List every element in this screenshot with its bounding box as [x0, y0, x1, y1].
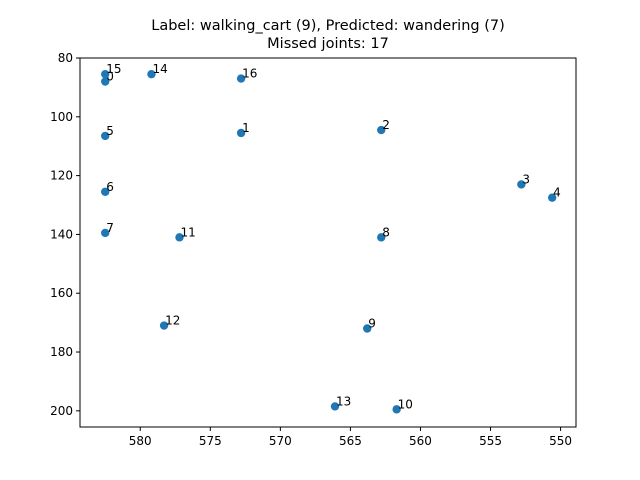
joint-marker — [236, 128, 246, 138]
joint-marker — [101, 131, 110, 141]
joint-marker — [101, 228, 110, 238]
joint-marker — [517, 180, 526, 189]
joint-label: 13 — [336, 394, 351, 408]
joint-label: 9 — [368, 317, 376, 331]
joint-label: 3 — [522, 172, 530, 186]
joint-label: 11 — [180, 225, 195, 239]
joint-label: 4 — [553, 186, 561, 200]
axis-ticks: 580 575 570 565 560 555 5508010012014016018020… — [50, 51, 572, 448]
y-tick-label: 160 — [50, 286, 73, 300]
joint-marker — [392, 405, 401, 414]
joint-label: 10 — [398, 397, 413, 411]
joint-label: 8 — [382, 225, 390, 239]
chart-title: Label: walking_cart (9), Predicted: wand… — [151, 18, 504, 34]
joint-label: 0 — [106, 70, 114, 84]
joint-marker — [363, 324, 372, 333]
chart-subtitle: Missed joints: 17 — [267, 36, 389, 52]
joint-marker — [159, 321, 169, 330]
joint-marker — [547, 193, 557, 202]
x-tick-label: 570 — [269, 434, 292, 448]
y-tick-label: 100 — [50, 110, 73, 124]
y-tick-label: 120 — [50, 169, 73, 183]
joint-label: 2 — [382, 118, 390, 132]
joint-label: 1 — [242, 121, 250, 135]
joint-label: 12 — [165, 314, 180, 328]
joint-label: 16 — [242, 67, 257, 81]
y-tick-label: 180 — [50, 345, 73, 359]
x-tick-label: 560 — [409, 434, 432, 448]
joint-marker — [147, 69, 156, 79]
y-tick-label: 80 — [58, 51, 73, 65]
joint-marker — [377, 125, 386, 135]
x-tick-label: 575 — [199, 434, 222, 448]
x-tick-label: 550 — [549, 434, 572, 448]
joint-marker — [236, 74, 246, 83]
joint-label: 5 — [106, 124, 114, 138]
joint-marker — [101, 187, 110, 196]
joint-label: 7 — [106, 221, 114, 235]
joint-marker — [101, 69, 110, 79]
joint-marker — [330, 402, 340, 411]
y-tick-label: 200 — [50, 404, 73, 418]
x-tick-label: 565 — [339, 434, 362, 448]
joint-label: 14 — [152, 62, 167, 76]
joint-label: 6 — [106, 180, 114, 194]
joint-marker — [175, 233, 184, 242]
joint-marker — [377, 233, 386, 242]
plot-frame — [79, 57, 577, 428]
x-tick-label: 555 — [479, 434, 502, 448]
joint-label: 15 — [106, 62, 121, 76]
y-tick-label: 140 — [50, 227, 73, 241]
x-tick-label: 580 — [129, 434, 152, 448]
joint-marker — [101, 77, 110, 86]
